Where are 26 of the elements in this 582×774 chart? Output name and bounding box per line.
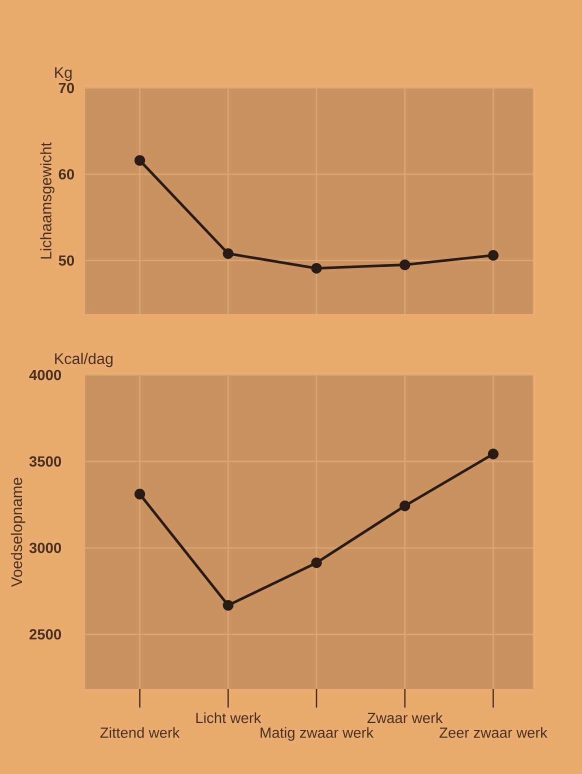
x-tick-label: Matig zwaar werk [260, 727, 374, 741]
x-tick-label: Licht werk [196, 712, 262, 724]
y-axis-title: Voedselopname [10, 478, 26, 587]
point [222, 600, 234, 611]
point [134, 488, 146, 500]
point [311, 262, 322, 274]
point [400, 500, 410, 512]
point [222, 248, 234, 259]
point [400, 259, 410, 270]
y-tick-label: 3000 [29, 542, 62, 554]
text: Kcal/dag [55, 352, 113, 368]
x-tick-label: Zwaar werk [367, 712, 443, 724]
y-tick-label: 2500 [29, 629, 62, 640]
y-tick-label: 60 [58, 169, 74, 180]
text: Kg [55, 67, 72, 82]
x-tick-label: Zittend werk [100, 727, 180, 738]
point [488, 448, 499, 460]
point [488, 250, 499, 261]
point [134, 155, 146, 166]
y-tick-label: 70 [58, 82, 74, 94]
y-tick-label: 50 [58, 255, 74, 266]
y-axis-title: Lichaamsgewicht [40, 142, 54, 259]
x-tick-label: Zeer zwaar werk [440, 727, 548, 738]
y-tick-label: 4000 [29, 370, 62, 380]
y-tick-label: 3500 [29, 456, 62, 467]
point [311, 557, 322, 568]
